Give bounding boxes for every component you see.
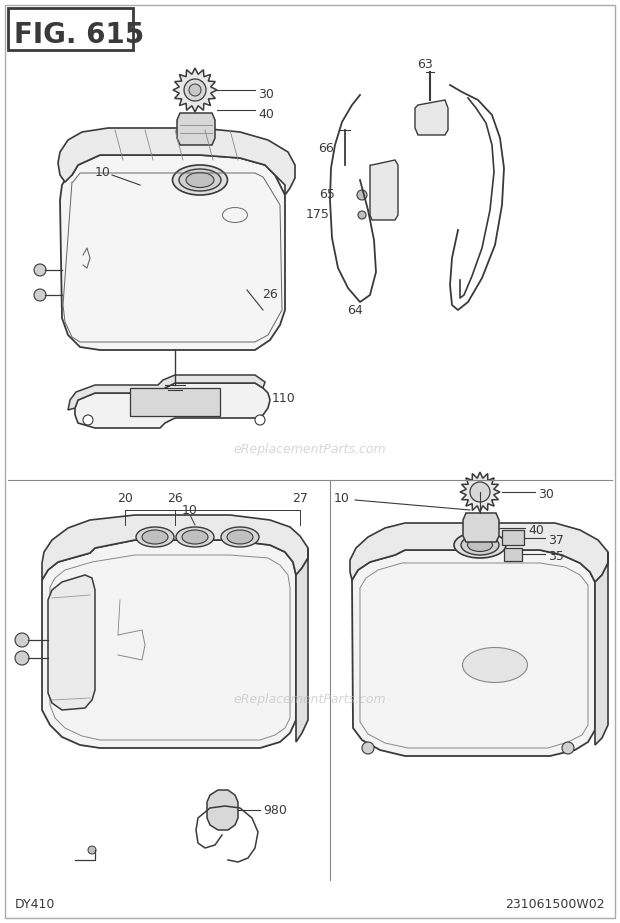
Ellipse shape — [136, 527, 174, 547]
Text: 63: 63 — [417, 58, 433, 71]
Polygon shape — [296, 548, 308, 742]
Text: 64: 64 — [347, 304, 363, 317]
Text: 10: 10 — [182, 504, 198, 517]
Polygon shape — [352, 550, 595, 756]
Text: eReplacementParts.com: eReplacementParts.com — [234, 443, 386, 457]
Text: 10: 10 — [334, 492, 350, 505]
Text: 30: 30 — [538, 488, 554, 501]
Text: 30: 30 — [258, 88, 274, 101]
Text: 66: 66 — [318, 141, 334, 154]
Polygon shape — [177, 113, 215, 145]
Circle shape — [83, 415, 93, 425]
Ellipse shape — [142, 530, 168, 544]
Text: 40: 40 — [258, 107, 274, 121]
Polygon shape — [58, 128, 295, 195]
Polygon shape — [60, 155, 285, 350]
Polygon shape — [350, 523, 608, 582]
Circle shape — [34, 289, 46, 301]
Text: 110: 110 — [272, 391, 296, 404]
Text: 10: 10 — [95, 165, 111, 178]
Ellipse shape — [221, 527, 259, 547]
Bar — [130, 388, 220, 416]
Circle shape — [15, 633, 29, 647]
Ellipse shape — [186, 173, 214, 187]
Circle shape — [362, 742, 374, 754]
Text: 27: 27 — [292, 492, 308, 505]
Ellipse shape — [179, 169, 221, 191]
Circle shape — [34, 264, 46, 276]
Bar — [502, 530, 524, 545]
Circle shape — [189, 84, 201, 96]
Polygon shape — [595, 552, 608, 745]
Text: 40: 40 — [528, 524, 544, 537]
Circle shape — [358, 211, 366, 219]
Polygon shape — [42, 515, 308, 580]
Ellipse shape — [463, 648, 528, 682]
Circle shape — [88, 846, 96, 854]
Polygon shape — [207, 790, 238, 830]
Polygon shape — [463, 513, 499, 542]
Circle shape — [357, 190, 367, 200]
Polygon shape — [68, 375, 265, 410]
Ellipse shape — [425, 104, 435, 112]
Text: 175: 175 — [306, 209, 330, 222]
Text: 26: 26 — [262, 289, 278, 302]
Text: eReplacementParts.com: eReplacementParts.com — [234, 693, 386, 706]
Circle shape — [255, 415, 265, 425]
Polygon shape — [48, 575, 95, 710]
Text: 65: 65 — [319, 188, 335, 201]
Ellipse shape — [227, 530, 253, 544]
Text: 37: 37 — [548, 534, 564, 547]
Bar — [8, 8, 133, 50]
Text: 26: 26 — [167, 492, 183, 505]
Text: 20: 20 — [117, 492, 133, 505]
Bar — [504, 548, 522, 561]
Circle shape — [562, 742, 574, 754]
Text: 980: 980 — [263, 804, 287, 817]
Ellipse shape — [182, 530, 208, 544]
Circle shape — [470, 482, 490, 502]
Ellipse shape — [176, 527, 214, 547]
Ellipse shape — [454, 532, 506, 558]
Polygon shape — [170, 385, 180, 395]
Ellipse shape — [172, 165, 228, 195]
Ellipse shape — [461, 535, 499, 555]
Polygon shape — [173, 68, 217, 112]
Circle shape — [15, 651, 29, 665]
Circle shape — [184, 79, 206, 101]
Text: 35: 35 — [548, 550, 564, 564]
Polygon shape — [415, 100, 448, 135]
Ellipse shape — [467, 538, 492, 552]
Text: DY410: DY410 — [15, 898, 55, 912]
Polygon shape — [42, 540, 296, 748]
Polygon shape — [370, 160, 398, 220]
Text: FIG. 615: FIG. 615 — [14, 21, 144, 49]
Text: 231061500W02: 231061500W02 — [505, 898, 605, 912]
Polygon shape — [75, 383, 270, 428]
Polygon shape — [460, 472, 500, 512]
